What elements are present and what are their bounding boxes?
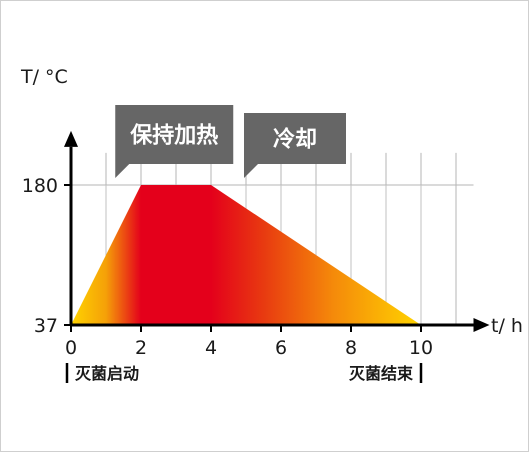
x-tick-label: 8	[345, 337, 357, 359]
x-tick-label: 6	[275, 337, 287, 359]
callout-pointer	[115, 164, 130, 178]
callout-box	[115, 105, 234, 164]
x-tick-label: 2	[135, 337, 147, 359]
x-tick-label: 0	[65, 337, 77, 359]
end-label: 灭菌结束	[348, 364, 414, 383]
y-axis-arrow	[64, 130, 78, 147]
y-axis-label: T/ °C	[20, 66, 68, 88]
y-tick-label: 180	[22, 175, 58, 197]
callout: 保持加热	[115, 105, 234, 178]
y-tick-label: 37	[34, 315, 58, 337]
x-axis-arrow	[473, 318, 490, 332]
x-tick-label: 10	[409, 337, 433, 359]
x-tick-label: 4	[205, 337, 217, 359]
callout: 冷却	[244, 113, 346, 178]
callout-pointer	[244, 164, 258, 178]
callout-box	[244, 113, 346, 164]
callout-label: 冷却	[273, 127, 317, 153]
x-axis-label: t/ h	[491, 315, 523, 337]
start-label: 灭菌启动	[74, 364, 139, 383]
callout-label: 保持加热	[129, 123, 218, 149]
temperature-area	[71, 185, 421, 325]
